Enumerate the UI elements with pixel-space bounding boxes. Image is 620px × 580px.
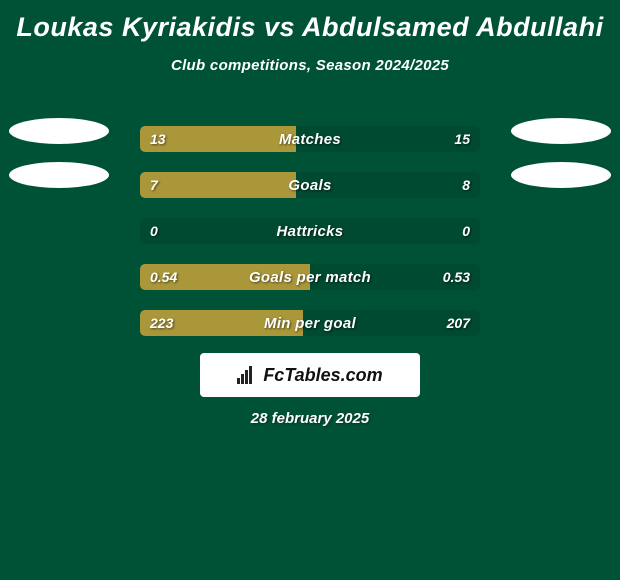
stat-row: 223207Min per goal xyxy=(140,310,480,336)
stat-row: 00Hattricks xyxy=(140,218,480,244)
logo-text: FcTables.com xyxy=(263,365,382,386)
avatar-right-1 xyxy=(511,118,611,144)
row-label: Hattricks xyxy=(140,218,480,244)
right-avatar-column xyxy=(506,118,616,188)
avatar-left-1 xyxy=(9,118,109,144)
comparison-canvas: Loukas Kyriakidis vs Abdulsamed Abdullah… xyxy=(0,0,620,580)
row-label: Matches xyxy=(140,126,480,152)
row-label: Min per goal xyxy=(140,310,480,336)
avatar-right-2 xyxy=(511,162,611,188)
stat-row: 78Goals xyxy=(140,172,480,198)
date-text: 28 february 2025 xyxy=(0,410,620,427)
stat-rows: 1315Matches 78Goals 00Hattricks 0.540.53Goa… xyxy=(140,126,480,336)
row-label: Goals xyxy=(140,172,480,198)
bar-chart-icon xyxy=(237,366,257,384)
avatar-left-2 xyxy=(9,162,109,188)
logo-box[interactable]: FcTables.com xyxy=(200,353,420,397)
stat-row: 0.540.53Goals per match xyxy=(140,264,480,290)
left-avatar-column xyxy=(4,118,114,188)
stat-row: 1315Matches xyxy=(140,126,480,152)
page-title: Loukas Kyriakidis vs Abdulsamed Abdullah… xyxy=(0,0,620,51)
subtitle: Club competitions, Season 2024/2025 xyxy=(0,57,620,74)
row-label: Goals per match xyxy=(140,264,480,290)
